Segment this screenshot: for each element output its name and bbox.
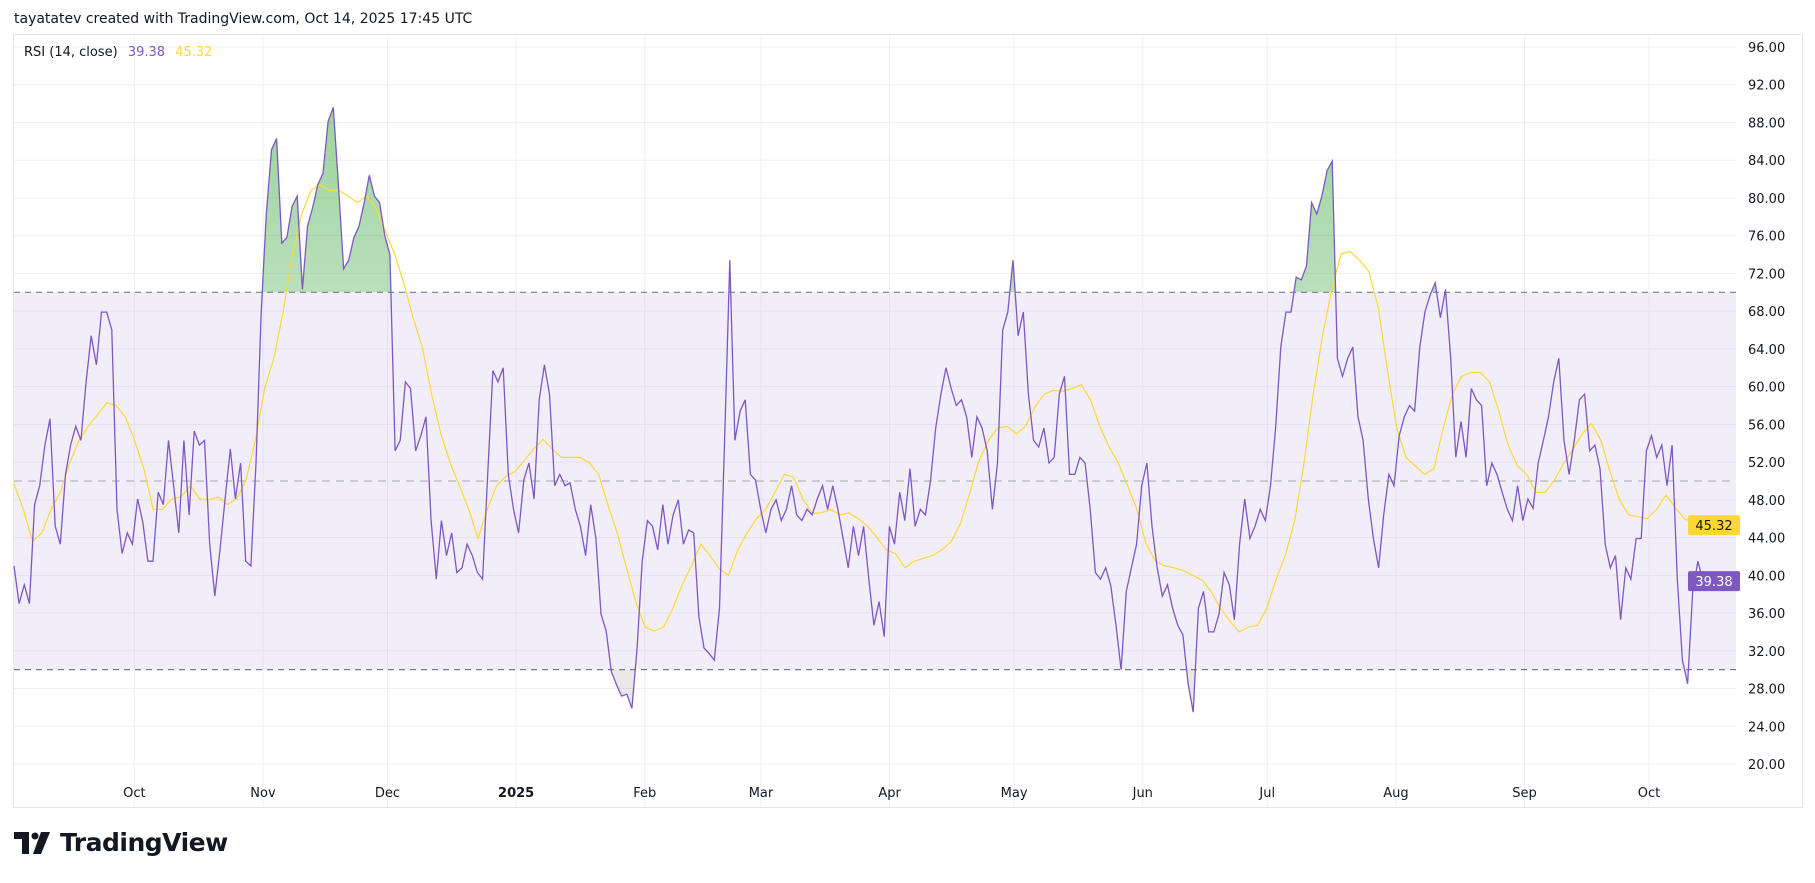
y-tick-label: 76.00 xyxy=(1748,230,1785,245)
x-tick-label: Nov xyxy=(250,786,276,801)
grid-lines xyxy=(14,35,1736,807)
rsi-legend-value: 39.38 xyxy=(127,45,166,60)
y-tick-label: 40.00 xyxy=(1748,569,1785,584)
y-tick-label: 20.00 xyxy=(1748,758,1785,773)
y-tick-label: 84.00 xyxy=(1748,154,1785,169)
x-tick-label: Sep xyxy=(1512,786,1537,801)
y-tick-label: 28.00 xyxy=(1748,683,1785,698)
indicator-legend[interactable]: RSI (14, close) 39.38 45.32 xyxy=(24,45,218,60)
y-tick-label: 68.00 xyxy=(1748,305,1785,320)
y-tick-label: 52.00 xyxy=(1748,456,1785,471)
y-tick-label: 48.00 xyxy=(1748,494,1785,509)
y-tick-label: 88.00 xyxy=(1748,116,1785,131)
y-tick-label: 36.00 xyxy=(1748,607,1785,622)
y-tick-label: 64.00 xyxy=(1748,343,1785,358)
rsi-ma-line[interactable] xyxy=(13,183,1704,633)
rsi-value-badge xyxy=(1688,571,1740,592)
y-tick-label: 44.00 xyxy=(1748,532,1785,547)
y-tick-label: 80.00 xyxy=(1748,192,1785,207)
x-tick-label: Apr xyxy=(878,786,901,801)
y-tick-label: 32.00 xyxy=(1748,645,1785,660)
y-axis[interactable]: 96.00 92.00 88.00 84.00 80.00 76.00 72.00 68.00… xyxy=(1748,41,1785,773)
x-tick-label: Oct xyxy=(1638,786,1660,801)
ma-legend-value: 45.32 xyxy=(175,45,213,60)
x-tick-label: Jul xyxy=(1258,786,1275,801)
x-tick-label: 2025 xyxy=(498,786,534,801)
y-tick-label: 96.00 xyxy=(1748,41,1785,56)
x-axis[interactable]: Oct Nov Dec 2025 Feb Mar Apr May Jun Jul Aug Sep Oct xyxy=(123,786,1660,801)
ma-value-badge xyxy=(1688,515,1740,536)
x-tick-label: Aug xyxy=(1383,786,1408,801)
brand-name: TradingView xyxy=(60,828,228,857)
tradingview-logo-icon xyxy=(14,831,50,854)
last-value-badges: 45.32 39.38 xyxy=(1688,515,1740,592)
x-tick-label: May xyxy=(1001,786,1028,801)
y-tick-label: 72.00 xyxy=(1748,267,1785,282)
rsi-value-badge-label: 39.38 xyxy=(1695,575,1732,590)
x-tick-label: Feb xyxy=(633,786,656,801)
x-tick-label: Jun xyxy=(1132,786,1153,801)
y-tick-label: 92.00 xyxy=(1748,79,1785,94)
y-tick-label: 56.00 xyxy=(1748,418,1785,433)
attribution-text: tayatatev created with TradingView.com, … xyxy=(14,11,473,27)
y-tick-label: 24.00 xyxy=(1748,720,1785,735)
x-tick-label: Mar xyxy=(749,786,774,801)
ma-value-badge-label: 45.32 xyxy=(1695,519,1732,534)
indicator-name: RSI (14, close) xyxy=(24,45,118,60)
rsi-line[interactable] xyxy=(13,107,1704,713)
tradingview-footer[interactable]: TradingView xyxy=(14,828,228,857)
y-tick-label: 60.00 xyxy=(1748,381,1785,396)
chart-frame xyxy=(13,34,1803,808)
x-tick-label: Dec xyxy=(375,786,400,801)
x-tick-label: Oct xyxy=(123,786,145,801)
